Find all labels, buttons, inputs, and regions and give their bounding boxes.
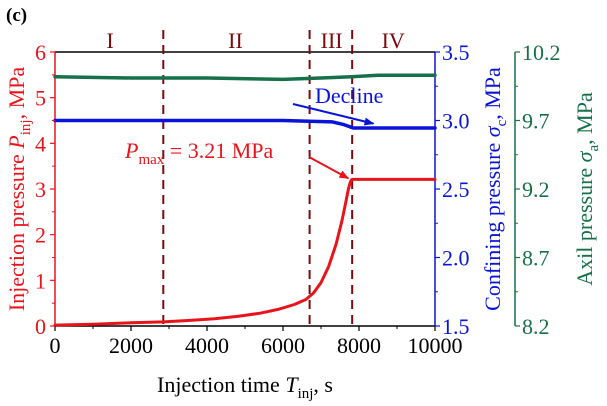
confining-y-axis-title-sub: c (494, 119, 510, 126)
confining-y-axis-title-unit: , MPa (480, 67, 505, 120)
confining-y-axis-title: Confining pressure σc, MPa (480, 67, 510, 311)
axial-y-axis-title-unit: , MPa (572, 92, 597, 145)
left-y-axis-title-var: P (4, 135, 29, 149)
x-axis-title: Injection time Tinj, s (157, 372, 333, 402)
left-y-axis-title: Injection pressure Pinj, MPa (4, 67, 34, 312)
region-labels: I II III IV (106, 28, 404, 53)
x-tick-label: 10000 (408, 333, 463, 358)
confining-y-axis: 1.5 2.0 2.5 3.0 3.5 (435, 40, 470, 339)
decline-annotation: Decline (315, 83, 383, 108)
left-y-tick-label: 2 (35, 223, 46, 248)
x-axis-title-main: Injection time (157, 372, 285, 397)
x-axis-title-var: T (285, 372, 299, 397)
left-y-axis-title-unit: , MPa (4, 67, 29, 120)
x-axis: 0 2000 4000 6000 8000 10000 (50, 326, 463, 358)
x-axis-title-unit: , s (313, 372, 333, 397)
left-y-tick-label: 1 (35, 268, 46, 293)
pmax-annotation: Pmax = 3.21 MPa (124, 138, 273, 168)
left-y-axis: 0 1 2 3 4 5 6 (35, 40, 55, 339)
confining-pressure-line (53, 118, 437, 130)
injection-pressure-line (53, 177, 437, 327)
left-y-tick-label: 5 (35, 86, 46, 111)
left-y-tick-label: 3 (35, 177, 46, 202)
series-layer (53, 73, 437, 327)
confining-y-tick-label: 2.5 (442, 177, 470, 202)
axial-y-tick-label: 9.7 (522, 109, 550, 134)
x-tick-label: 2000 (109, 333, 153, 358)
axial-y-tick-label: 9.2 (522, 177, 550, 202)
x-tick-label: 0 (50, 333, 61, 358)
region-label: II (228, 28, 243, 53)
x-axis-title-sub: inj (298, 386, 314, 402)
axial-y-axis-title-main: Axil pressure (572, 162, 597, 285)
panel-label: (c) (6, 5, 27, 26)
left-y-tick-label: 0 (35, 314, 46, 339)
left-y-axis-title-sub: inj (18, 119, 34, 135)
x-tick-label: 6000 (261, 333, 305, 358)
pmax-annotation-value: = 3.21 MPa (164, 138, 273, 163)
axial-pressure-line (53, 73, 437, 82)
confining-y-tick-label: 3.0 (442, 109, 470, 134)
confining-y-tick-label: 2.0 (442, 246, 470, 271)
confining-y-tick-label: 1.5 (442, 314, 470, 339)
left-y-tick-label: 4 (35, 131, 46, 156)
axial-y-axis-title-var: σ (572, 150, 597, 162)
confining-y-tick-label: 3.5 (442, 40, 470, 65)
x-tick-label: 8000 (337, 333, 381, 358)
region-boundaries (162, 30, 354, 326)
left-y-tick-label: 6 (35, 40, 46, 65)
region-label: III (321, 28, 343, 53)
axial-y-axis-title: Axil pressure σa, MPa (572, 92, 602, 286)
pmax-annotation-var: P (124, 138, 138, 163)
confining-y-axis-title-var: σ (480, 125, 505, 137)
region-label: IV (382, 28, 405, 53)
axial-y-axis-title-sub: a (586, 144, 602, 151)
confining-y-axis-title-main: Confining pressure (480, 137, 505, 311)
left-y-axis-title-main: Injection pressure (4, 149, 29, 312)
axial-y-axis: 8.2 8.7 9.2 9.7 10.2 (515, 40, 561, 339)
annotations (292, 103, 375, 180)
axial-y-tick-label: 8.7 (522, 246, 550, 271)
axial-y-tick-label: 10.2 (522, 40, 561, 65)
pmax-annotation-sub: max (138, 152, 164, 168)
axial-y-tick-label: 8.2 (522, 314, 550, 339)
pmax-arrow (308, 156, 350, 180)
x-tick-label: 4000 (185, 333, 229, 358)
region-label: I (106, 28, 113, 53)
decline-arrow (292, 103, 375, 126)
